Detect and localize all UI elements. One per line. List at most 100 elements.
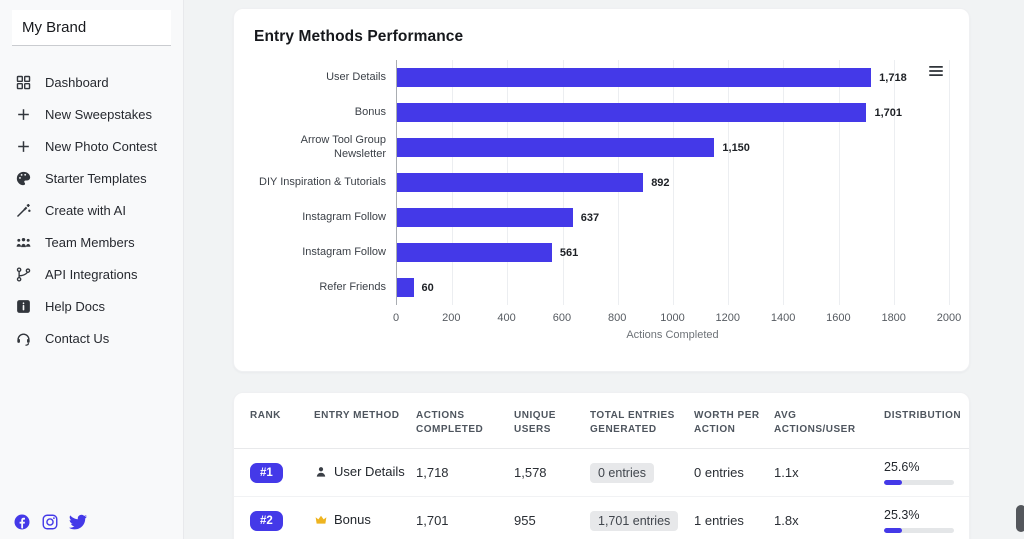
bar-value-label: 1,150	[722, 141, 750, 154]
total-entries-cell: 1,701 entries	[590, 510, 694, 531]
column-header-rank: RANK	[250, 410, 281, 421]
distribution-bar-track	[884, 528, 954, 533]
plus-icon	[15, 106, 32, 123]
x-axis-tick-label: 800	[608, 312, 627, 324]
actions-completed-cell: 1,718	[416, 465, 449, 480]
sidebar-item-api-integrations[interactable]: API Integrations	[0, 258, 183, 290]
sidebar-nav: Dashboard New Sweepstakes New Photo Contes…	[0, 66, 183, 354]
distribution-cell: 25.6%	[884, 460, 962, 485]
page-scrollbar-thumb[interactable]	[1016, 505, 1024, 532]
bar-instagram-follow[interactable]	[397, 208, 573, 227]
avg-actions-user-cell: 1.1x	[774, 465, 799, 480]
sidebar-item-dashboard[interactable]: Dashboard	[0, 66, 183, 98]
magic-wand-icon	[15, 202, 32, 219]
bar-refer-friends[interactable]	[397, 278, 414, 297]
chart-category-label: Arrow Tool Group Newsletter	[300, 134, 386, 160]
x-axis-tick-label: 1800	[881, 312, 906, 324]
chart-category-label: Instagram Follow	[302, 245, 386, 258]
table-header-row: RANK ENTRY METHOD ACTIONS COMPLETED UNIQUE …	[234, 393, 969, 449]
x-axis-tick-label: 1200	[715, 312, 741, 324]
bar-row: 561	[397, 235, 949, 270]
x-axis-title: Actions Completed	[626, 329, 719, 341]
bar-user-details[interactable]	[397, 68, 872, 87]
sidebar-item-starter-templates[interactable]: Starter Templates	[0, 162, 183, 194]
entry-method-cell: Bonus	[314, 512, 416, 528]
gridline	[838, 60, 840, 305]
bar-row: 1,150	[397, 130, 949, 165]
bar-value-label: 561	[559, 246, 579, 259]
distribution-percent: 25.6%	[884, 460, 920, 474]
sidebar-item-team-members[interactable]: Team Members	[0, 226, 183, 258]
main-content: Entry Methods Performance User Details Bo…	[184, 0, 1024, 539]
sidebar-item-new-sweepstakes[interactable]: New Sweepstakes	[0, 98, 183, 130]
sidebar-item-new-photo-contest[interactable]: New Photo Contest	[0, 130, 183, 162]
gridline	[949, 60, 950, 305]
entry-method-name: Bonus	[334, 512, 371, 528]
table-row-1: #1 User Details 1,718 1,578 0 entries 0 entri…	[234, 449, 969, 497]
sidebar-item-label: New Sweepstakes	[45, 106, 152, 122]
rank-badge: #2	[250, 510, 283, 531]
bar-row: 1,718	[397, 60, 949, 95]
sidebar-item-label: Create with AI	[45, 202, 126, 218]
x-axis-tick-label: 600	[552, 312, 572, 324]
crown-icon	[314, 513, 328, 527]
bar-chart: User Details Bonus Arrow Tool Group Newsle…	[250, 60, 950, 305]
sidebar-item-label: Contact Us	[45, 330, 110, 346]
bar-value-label: 637	[580, 211, 600, 224]
headset-icon	[15, 330, 32, 347]
plus-icon	[15, 138, 32, 155]
chart-category-labels: User Details Bonus Arrow Tool Group Newsle…	[250, 60, 396, 305]
worth-per-action-cell: 1 entries	[694, 513, 744, 528]
facebook-icon[interactable]	[13, 513, 31, 531]
table-body: #1 User Details 1,718 1,578 0 entries 0 entri…	[234, 449, 969, 539]
column-header-avg-actions-user: AVG ACTIONS/USER	[774, 410, 856, 435]
chart-context-menu-button[interactable]	[926, 62, 946, 80]
column-header-unique-users: UNIQUE USERS	[514, 410, 556, 435]
table-row-2: #2 Bonus 1,701 955 1,701 entries 1 entries 1.8…	[234, 497, 969, 539]
entries-pill: 1,701 entries	[590, 510, 679, 531]
sidebar-item-contact-us[interactable]: Contact Us	[0, 322, 183, 354]
sidebar-item-label: New Photo Contest	[45, 138, 158, 154]
bar-bonus[interactable]	[397, 103, 867, 122]
bar-diy-inspiration-tutorials[interactable]	[397, 173, 644, 192]
instagram-icon[interactable]	[41, 513, 59, 531]
x-axis-tick-label: 1000	[660, 312, 685, 324]
bar-row: 637	[397, 200, 949, 235]
brand-name: My Brand	[22, 19, 87, 36]
gridline	[783, 60, 785, 305]
chart-category-label: User Details	[326, 70, 386, 83]
bar-value-label: 1,718	[879, 71, 907, 84]
chart-category-label: Refer Friends	[319, 280, 386, 293]
x-axis-ticks: 0 200 400 600 800 1000 1200 1400 1600 1800 2000	[392, 312, 961, 325]
entry-method-cell: User Details	[314, 464, 416, 480]
column-header-total-entries-generated: TOTAL ENTRIES GENERATED	[590, 410, 675, 435]
worth-per-action-cell: 0 entries	[694, 465, 744, 480]
brand-box[interactable]: My Brand	[12, 10, 171, 46]
unique-users-cell: 955	[514, 513, 536, 528]
x-axis-tick-label: 2000	[936, 312, 962, 324]
twitter-icon[interactable]	[69, 513, 87, 531]
x-axis-tick-label: 1400	[770, 312, 796, 324]
x-axis-tick-label: 0	[392, 312, 400, 324]
bar-value-label: 60	[421, 281, 434, 294]
sidebar-item-help-docs[interactable]: Help Docs	[0, 290, 183, 322]
column-header-worth-per-action: WORTH PER ACTION	[694, 410, 760, 435]
palette-icon	[15, 170, 32, 187]
x-axis-tick-label: 1600	[826, 312, 851, 324]
x-axis-tick-label: 400	[497, 312, 516, 324]
sidebar-item-create-with-ai[interactable]: Create with AI	[0, 194, 183, 226]
distribution-bar-fill	[884, 528, 902, 533]
distribution-bar-fill	[884, 480, 902, 485]
bar-value-label: 1,701	[874, 106, 902, 119]
bar-instagram-follow[interactable]	[397, 243, 552, 262]
info-square-icon	[15, 298, 32, 315]
distribution-percent: 25.3%	[884, 508, 920, 522]
x-axis-tick-label: 200	[442, 312, 461, 324]
gridline	[893, 60, 895, 305]
entry-methods-table-card: RANK ENTRY METHOD ACTIONS COMPLETED UNIQUE …	[233, 392, 970, 539]
avg-actions-user-cell: 1.8x	[774, 513, 799, 528]
bar-row: 892	[397, 165, 949, 200]
bar-arrow-tool-group-newsletter[interactable]	[397, 138, 715, 157]
column-header-distribution: DISTRIBUTION	[884, 410, 962, 421]
gridline	[728, 60, 730, 305]
